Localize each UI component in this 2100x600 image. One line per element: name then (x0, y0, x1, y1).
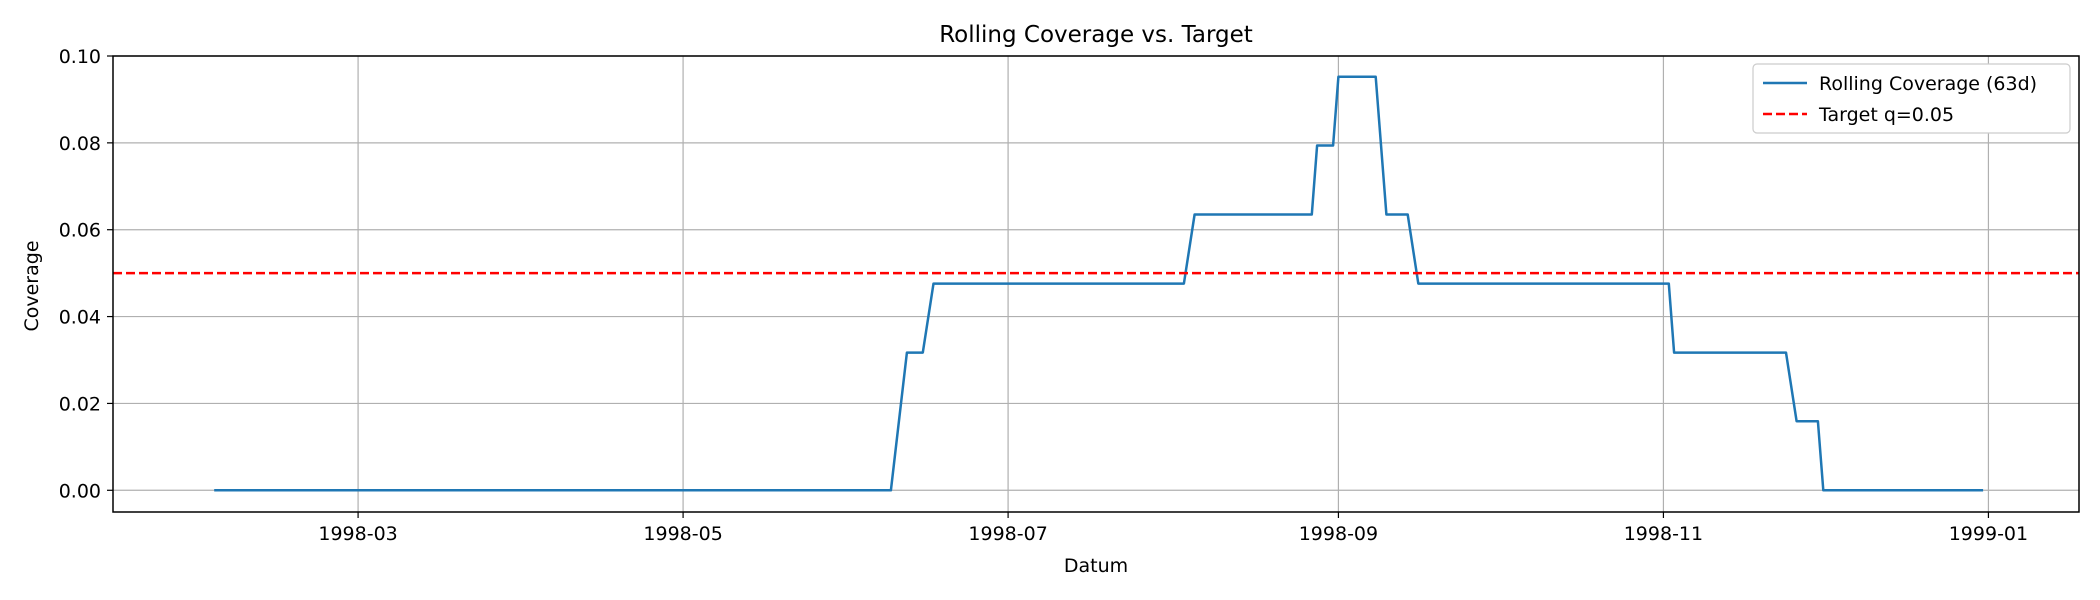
legend-box (1752, 63, 2071, 134)
plot-frame (112, 55, 2080, 513)
x-tick-label: 1998-07 (968, 523, 1047, 545)
y-tick-label: 0.06 (59, 220, 101, 242)
y-tick-label: 0.04 (59, 307, 101, 329)
y-tick-label: 0.08 (59, 133, 101, 155)
y-tick-label: 0.02 (59, 393, 101, 415)
x-tick-label: 1998-11 (1624, 523, 1703, 545)
x-tick-label: 1998-05 (643, 523, 722, 545)
legend: Rolling Coverage (63d) Target q=0.05 (1752, 63, 2071, 134)
y-tick-label: 0.00 (59, 480, 101, 502)
x-tick-label: 1998-09 (1299, 523, 1378, 545)
legend-label-coverage: Rolling Coverage (63d) (1819, 73, 2037, 95)
y-axis-label: Coverage (21, 240, 43, 331)
y-tick-label: 0.10 (59, 46, 101, 68)
axis-ticks: 1998-03 1998-05 1998-07 1998-09 1998-11 1999-… (59, 46, 2028, 545)
x-tick-label: 1999-01 (1949, 523, 2028, 545)
plot-series (113, 75, 2079, 492)
series-line-rolling-coverage (214, 75, 1984, 492)
chart-title: Rolling Coverage vs. Target (939, 22, 1253, 48)
x-tick-label: 1998-03 (318, 523, 397, 545)
legend-label-target: Target q=0.05 (1818, 104, 1954, 126)
x-axis-label: Datum (1064, 555, 1128, 577)
